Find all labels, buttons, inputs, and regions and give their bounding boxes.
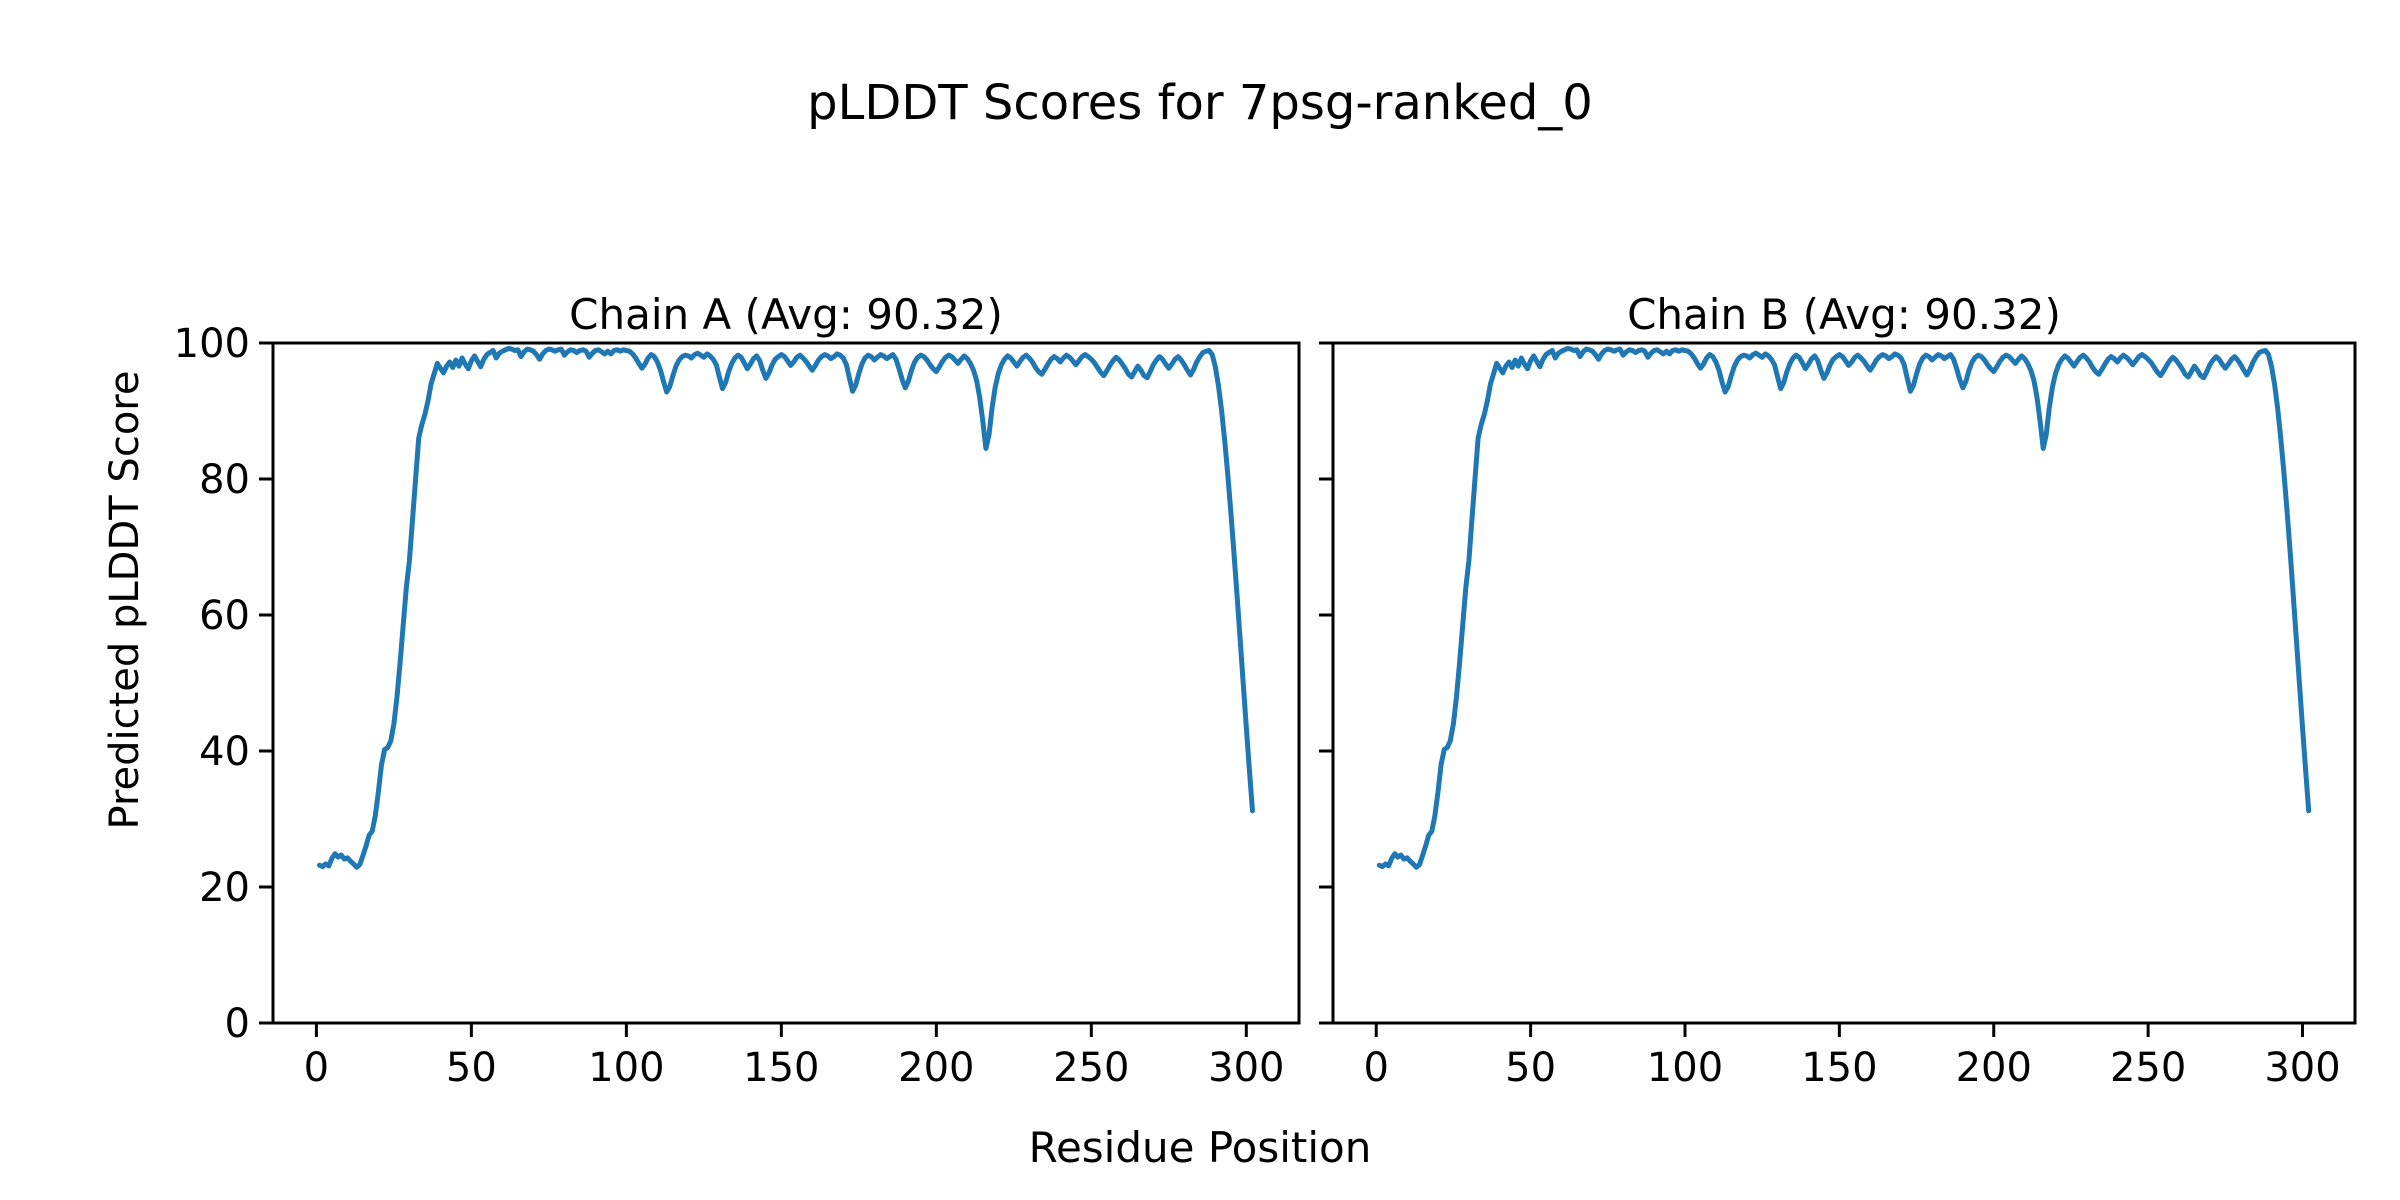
x-tick-label: 200 [898,1045,974,1091]
y-tick-label: 40 [199,729,250,775]
x-tick-label: 50 [1505,1045,1556,1091]
x-tick-label: 150 [743,1045,819,1091]
y-tick-label: 60 [199,593,250,639]
x-tick-label: 250 [2110,1045,2186,1091]
x-tick-label: 50 [446,1045,497,1091]
x-tick-label: 0 [1364,1045,1389,1091]
x-tick-label: 200 [1956,1045,2032,1091]
y-tick-label: 0 [225,1001,250,1047]
y-tick-label: 100 [174,321,250,367]
y-tick-label: 80 [199,457,250,503]
x-tick-label: 300 [2264,1045,2340,1091]
x-tick-label: 100 [1647,1045,1723,1091]
x-tick-label: 250 [1053,1045,1129,1091]
x-tick-label: 100 [588,1045,664,1091]
figure-title: pLDDT Scores for 7psg-ranked_0 [807,75,1593,131]
x-axis-label: Residue Position [1028,1123,1372,1172]
y-tick-label: 20 [199,865,250,911]
subplot-title-chain-a: Chain A (Avg: 90.32) [569,290,1003,339]
x-tick-label: 150 [1801,1045,1877,1091]
axes-box-chain-B [1331,341,2357,1025]
subplot-title-chain-b: Chain B (Avg: 90.32) [1627,290,2061,339]
plddt-line-chain-B [1376,345,2312,870]
axes-box-chain-A [271,341,1301,1025]
plddt-line-chain-A [317,345,1255,870]
x-tick-label: 300 [1208,1045,1284,1091]
x-tick-label: 0 [304,1045,329,1091]
